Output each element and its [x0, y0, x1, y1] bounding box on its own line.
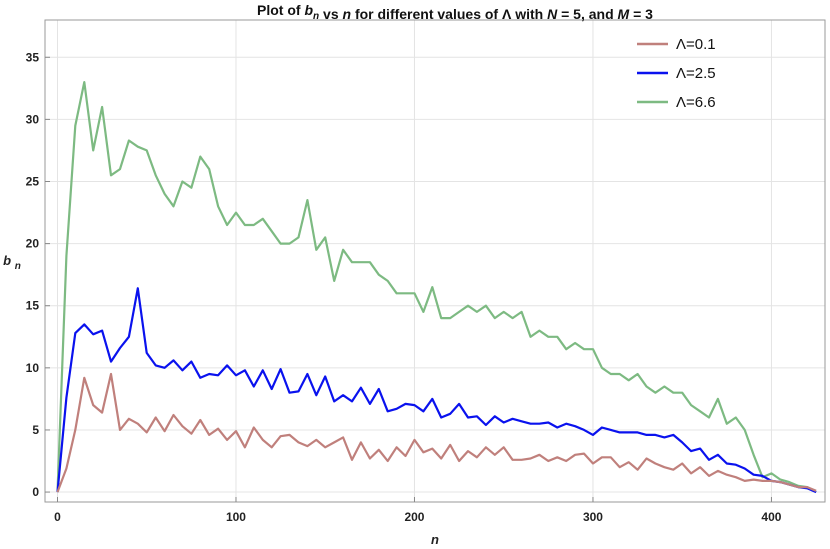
x-axis-label: n [431, 532, 439, 547]
y-tick-label: 20 [26, 237, 40, 251]
y-axis-label-base: b [3, 253, 11, 268]
title-part: N [547, 6, 558, 22]
title-part: for different values of Λ with [351, 6, 547, 22]
x-tick-label: 200 [404, 510, 424, 524]
x-tick-label: 0 [54, 510, 61, 524]
y-tick-label: 15 [26, 299, 40, 313]
chart-title: Plot of bn vs n for different values of … [257, 2, 653, 22]
title-part: b [304, 2, 313, 18]
legend-label: Λ=2.5 [676, 65, 716, 82]
y-tick-label: 30 [26, 112, 40, 126]
title-part: n [343, 6, 352, 22]
legend-label: Λ=0.1 [676, 36, 716, 53]
grid [45, 20, 825, 502]
series-line [56, 372, 817, 493]
series-line [56, 81, 817, 494]
y-tick-label: 10 [26, 361, 40, 375]
title-part: = 3 [629, 6, 653, 22]
y-tick-label: 0 [32, 485, 39, 499]
x-tick-label: 400 [761, 510, 781, 524]
plot-frame [44, 19, 826, 503]
x-tick-label: 100 [226, 510, 246, 524]
legend-label: Λ=6.6 [676, 94, 716, 111]
title-part: Plot of [257, 2, 304, 18]
legend: Λ=0.1 Λ=2.5 Λ=6.6 [637, 36, 716, 111]
tick-labels: 0 100 200 300 400 0 5 10 15 20 25 30 35 [26, 50, 782, 524]
title-part: vs [319, 6, 342, 22]
x-tick-label: 300 [583, 510, 603, 524]
series-line [56, 287, 817, 494]
y-tick-label: 5 [32, 423, 39, 437]
title-part: = 5, and [557, 6, 617, 22]
y-tick-label: 25 [26, 174, 40, 188]
series-lines [56, 81, 817, 494]
title-part: M [618, 6, 630, 22]
y-axis-label: b n [3, 253, 21, 272]
y-tick-label: 35 [26, 50, 40, 64]
title-part: n [313, 11, 319, 22]
y-axis-label-subscript: n [15, 261, 21, 272]
